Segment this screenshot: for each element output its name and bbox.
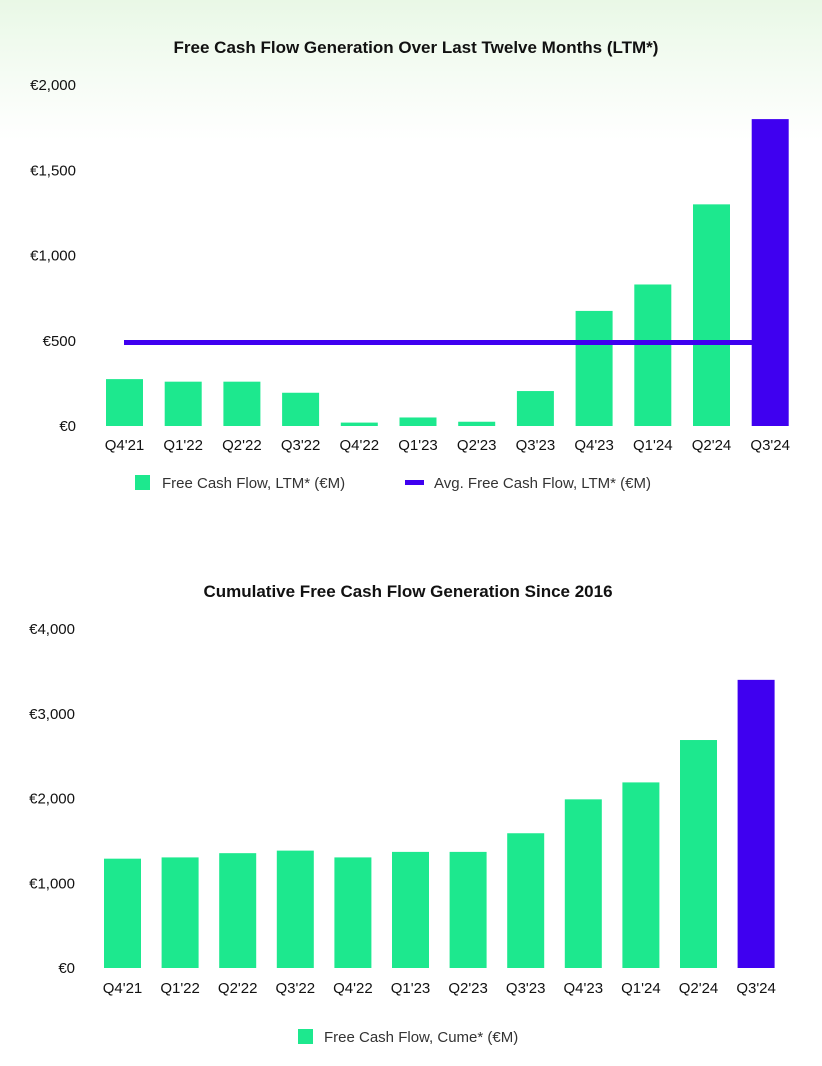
legend-swatch-fcf [135,475,150,490]
x-tick-label: Q3'23 [516,437,556,454]
y-tick-label: €0 [58,960,75,977]
bar [106,379,143,426]
y-tick-label: €2,000 [30,77,76,94]
bar [449,851,487,968]
legend-label-fcf: Free Cash Flow, LTM* (€M) [162,475,345,492]
x-tick-label: Q3'24 [736,980,776,997]
bar [575,310,613,426]
x-tick-label: Q2'22 [222,437,262,454]
x-tick-label: Q1'22 [163,437,203,454]
x-tick-label: Q1'24 [621,980,661,997]
x-tick-label: Q2'22 [218,980,258,997]
x-axis: Q4'21 Q1'22 Q2'22 Q3'22 Q4'22 Q1'23 Q2'23 Q3'23… [103,980,776,997]
y-tick-label: €2,000 [29,791,75,808]
legend: Free Cash Flow, Cume* (€M) [298,1029,518,1046]
y-tick-label: €500 [43,333,76,350]
x-tick-label: Q2'23 [457,437,497,454]
legend-label-cume: Free Cash Flow, Cume* (€M) [324,1029,518,1046]
bar [340,422,378,426]
y-tick-label: €1,000 [30,248,76,265]
bar [223,381,261,426]
bar [622,782,660,968]
legend-swatch-avg [405,480,424,485]
bar [751,119,789,426]
y-tick-label: €1,000 [29,875,75,892]
x-tick-label: Q2'24 [679,980,719,997]
x-tick-label: Q1'23 [398,437,438,454]
bar-series [104,679,775,968]
legend-label-avg: Avg. Free Cash Flow, LTM* (€M) [434,475,651,492]
bar [399,417,437,426]
x-tick-label: Q1'24 [633,437,673,454]
y-tick-label: €3,000 [29,706,75,723]
bar [458,421,496,426]
bar [161,857,199,968]
x-tick-label: Q1'22 [160,980,200,997]
x-tick-label: Q4'21 [105,437,145,454]
bar [516,391,554,426]
chart-title: Free Cash Flow Generation Over Last Twel… [174,38,659,57]
legend: Free Cash Flow, LTM* (€M) Avg. Free Cash… [135,475,651,492]
bar [334,857,372,968]
y-axis: €0 €1,000 €2,000 €3,000 €4,000 [29,621,75,977]
y-tick-label: €4,000 [29,621,75,638]
x-tick-label: Q3'22 [281,437,321,454]
x-tick-label: Q4'22 [333,980,373,997]
bar [219,853,257,968]
x-tick-label: Q1'23 [391,980,431,997]
x-tick-label: Q3'24 [750,437,790,454]
x-tick-label: Q2'24 [692,437,732,454]
ltm-fcf-chart: Free Cash Flow Generation Over Last Twel… [30,38,790,492]
cumulative-fcf-chart: Cumulative Free Cash Flow Generation Sin… [29,582,776,1046]
bar [693,204,730,426]
y-tick-label: €0 [59,418,76,435]
bar [634,284,672,426]
bar [507,833,545,968]
x-tick-label: Q4'22 [340,437,380,454]
bar [104,858,141,968]
x-tick-label: Q4'23 [564,980,604,997]
y-tick-label: €1,500 [30,162,76,179]
x-tick-label: Q3'22 [276,980,316,997]
x-axis: Q4'21 Q1'22 Q2'22 Q3'22 Q4'22 Q1'23 Q2'23 Q3'23… [105,437,790,454]
bar [282,392,320,426]
bar-series [106,119,789,426]
y-axis: €0 €500 €1,000 €1,500 €2,000 [30,77,76,435]
x-tick-label: Q2'23 [448,980,488,997]
x-tick-label: Q3'23 [506,980,546,997]
x-tick-label: Q4'21 [103,980,143,997]
bar [164,381,202,426]
x-tick-label: Q4'23 [574,437,614,454]
bar [276,850,314,968]
bar [737,679,775,968]
legend-swatch-cume [298,1029,313,1044]
chart-title: Cumulative Free Cash Flow Generation Sin… [203,582,612,601]
bar [564,799,602,968]
bar [680,740,717,968]
bar [392,851,429,968]
